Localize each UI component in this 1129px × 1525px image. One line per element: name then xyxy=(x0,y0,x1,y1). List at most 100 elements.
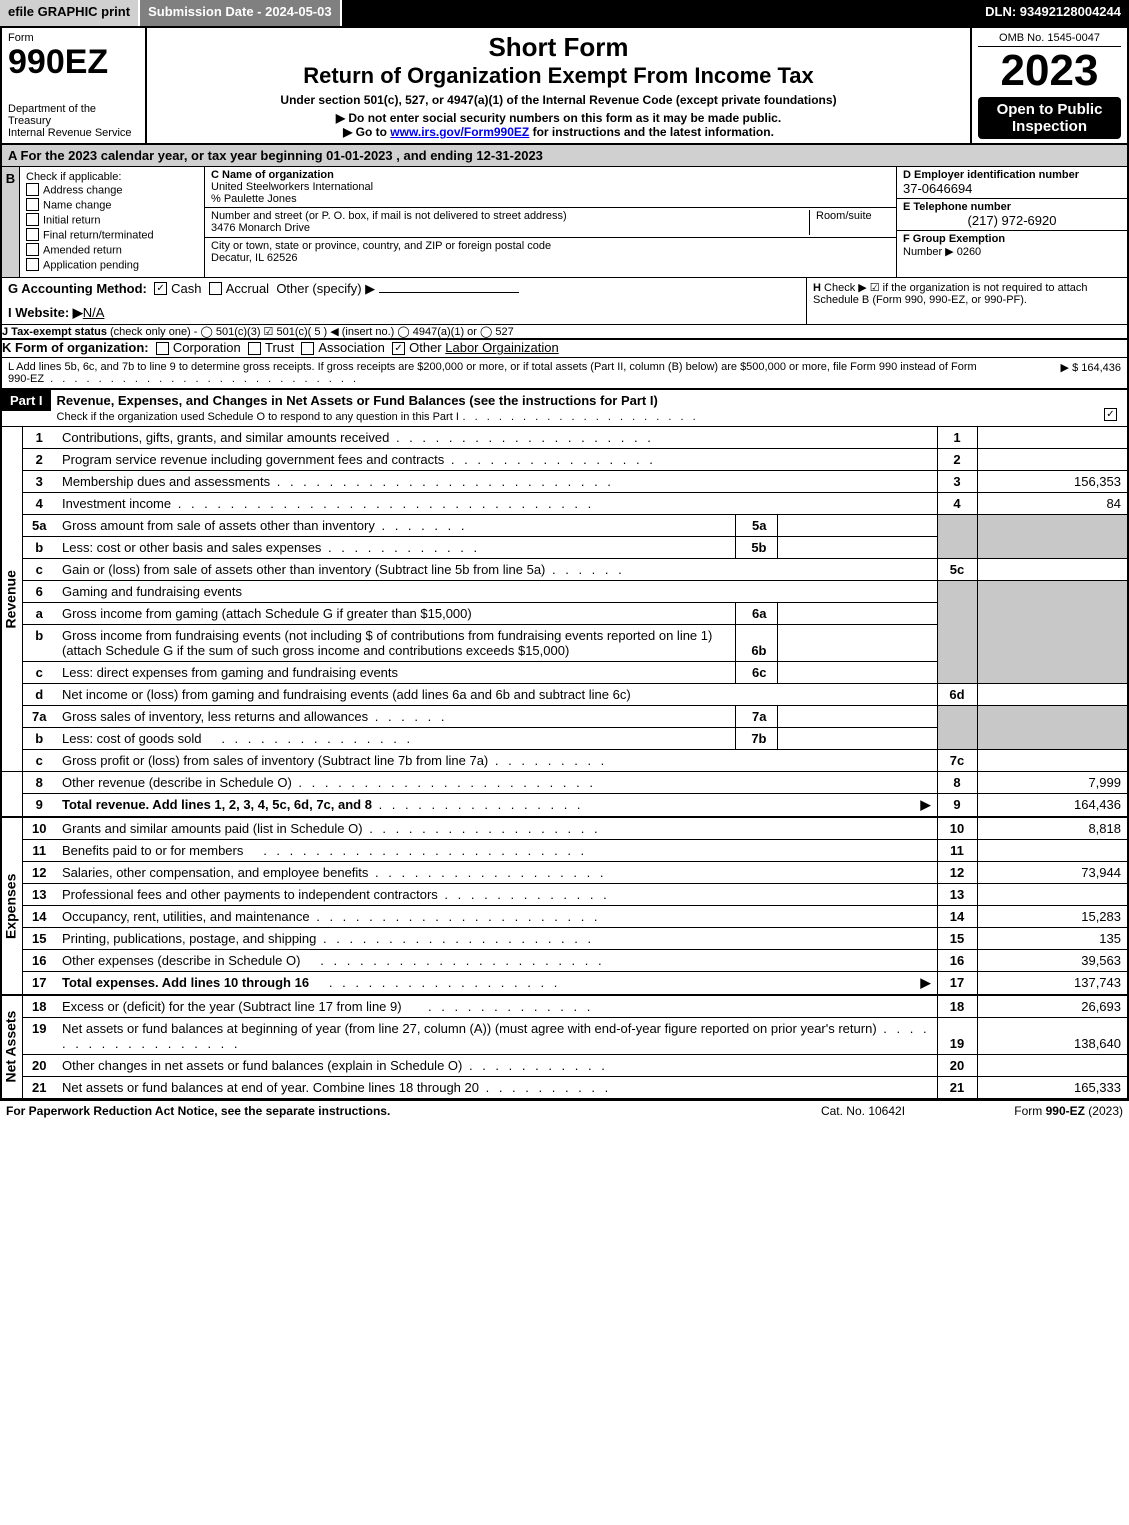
subtitle: Under section 501(c), 527, or 4947(a)(1)… xyxy=(153,93,964,107)
rcol: 9 xyxy=(937,793,977,817)
amt: 156,353 xyxy=(977,470,1127,492)
part1-table: Revenue 1 Contributions, gifts, grants, a… xyxy=(2,427,1127,1099)
chk-pending[interactable] xyxy=(26,258,39,271)
chk-other-org[interactable]: ✓ xyxy=(392,342,405,355)
form-990ez: Form 990EZ Department of the Treasury In… xyxy=(0,26,1129,1101)
rt: Contributions, gifts, grants, and simila… xyxy=(62,430,389,445)
sn: 6c xyxy=(735,661,777,683)
j-text: (check only one) - ◯ 501(c)(3) ☑ 501(c)(… xyxy=(110,326,514,338)
rn: c xyxy=(22,558,56,580)
chk-sched-o[interactable]: ✓ xyxy=(1104,408,1117,421)
rn: 14 xyxy=(22,905,56,927)
rcol: 4 xyxy=(937,492,977,514)
form-number: 990EZ xyxy=(8,44,139,81)
city: Decatur, IL 62526 xyxy=(211,252,890,264)
lbl-amended: Amended return xyxy=(43,245,122,257)
rn: c xyxy=(22,661,56,683)
section-revenue: Revenue xyxy=(2,427,22,772)
i-label: I Website: ▶ xyxy=(8,305,83,320)
rt: Other expenses (describe in Schedule O) xyxy=(62,953,300,968)
rcol: 10 xyxy=(937,817,977,840)
chk-address[interactable] xyxy=(26,183,39,196)
amt: 15,283 xyxy=(977,905,1127,927)
rcol: 15 xyxy=(937,927,977,949)
omb: OMB No. 1545-0047 xyxy=(978,32,1121,47)
efile-print[interactable]: efile GRAPHIC print xyxy=(0,0,140,26)
rt: Salaries, other compensation, and employ… xyxy=(62,865,368,880)
rcol: 8 xyxy=(937,771,977,793)
open-public-inspection: Open to Public Inspection xyxy=(978,97,1121,139)
submission-date: Submission Date - 2024-05-03 xyxy=(140,0,342,26)
section-b-label: B xyxy=(2,167,20,277)
amt xyxy=(977,883,1127,905)
rcol: 6d xyxy=(937,683,977,705)
chk-name[interactable] xyxy=(26,198,39,211)
part1-sub: Check if the organization used Schedule … xyxy=(57,411,459,423)
chk-assoc[interactable] xyxy=(301,342,314,355)
street-label: Number and street (or P. O. box, if mail… xyxy=(211,210,803,222)
section-expenses: Expenses xyxy=(2,817,22,995)
amt xyxy=(977,448,1127,470)
rn: b xyxy=(22,727,56,749)
rcol: 11 xyxy=(937,839,977,861)
amt: 7,999 xyxy=(977,771,1127,793)
city-label: City or town, state or province, country… xyxy=(211,240,890,252)
rcol: 16 xyxy=(937,949,977,971)
chk-final[interactable] xyxy=(26,228,39,241)
lbl-name: Name change xyxy=(43,200,112,212)
rn: 9 xyxy=(22,793,56,817)
rt: Membership dues and assessments xyxy=(62,474,270,489)
rt: Professional fees and other payments to … xyxy=(62,887,438,902)
chk-corp[interactable] xyxy=(156,342,169,355)
rt: Gross amount from sale of assets other t… xyxy=(62,518,375,533)
chk-trust[interactable] xyxy=(248,342,261,355)
amt xyxy=(977,1054,1127,1076)
irs-link[interactable]: www.irs.gov/Form990EZ xyxy=(390,125,529,139)
sn: 7a xyxy=(735,705,777,727)
lbl-pending: Application pending xyxy=(43,260,139,272)
rn: 2 xyxy=(22,448,56,470)
chk-cash[interactable]: ✓ xyxy=(154,282,167,295)
rcol: 7c xyxy=(937,749,977,771)
rn: 11 xyxy=(22,839,56,861)
rcol: 1 xyxy=(937,427,977,449)
chk-initial[interactable] xyxy=(26,213,39,226)
lbl-other-org: Other xyxy=(409,340,442,355)
rt: Occupancy, rent, utilities, and maintena… xyxy=(62,909,310,924)
amt: 165,333 xyxy=(977,1076,1127,1098)
rt: Net income or (loss) from gaming and fun… xyxy=(56,683,937,705)
note-ssn: ▶ Do not enter social security numbers o… xyxy=(153,111,964,125)
rt: Less: cost or other basis and sales expe… xyxy=(62,540,321,555)
chk-amended[interactable] xyxy=(26,243,39,256)
amt xyxy=(977,683,1127,705)
lbl-corp: Corporation xyxy=(173,340,241,355)
amt xyxy=(977,427,1127,449)
rt: Net assets or fund balances at end of ye… xyxy=(62,1080,479,1095)
rn: 10 xyxy=(22,817,56,840)
rt: Total expenses. Add lines 10 through 16 xyxy=(62,975,309,990)
amt: 26,693 xyxy=(977,995,1127,1018)
l-amount: ▶ $ 164,436 xyxy=(1001,361,1121,385)
rt: Grants and similar amounts paid (list in… xyxy=(62,821,363,836)
rn: 4 xyxy=(22,492,56,514)
amt: 135 xyxy=(977,927,1127,949)
rt: Gain or (loss) from sale of assets other… xyxy=(62,562,545,577)
rn: c xyxy=(22,749,56,771)
lbl-cash: Cash xyxy=(171,281,201,296)
part1-title: Revenue, Expenses, and Changes in Net As… xyxy=(57,393,658,408)
f-label: F Group Exemption xyxy=(903,233,1005,245)
sn: 6b xyxy=(735,624,777,661)
rt: Total revenue. Add lines 1, 2, 3, 4, 5c,… xyxy=(62,797,372,812)
rcol: 17 xyxy=(937,971,977,995)
chk-accrual[interactable] xyxy=(209,282,222,295)
dept: Department of the Treasury xyxy=(8,103,139,127)
amt: 164,436 xyxy=(977,793,1127,817)
rn: 1 xyxy=(22,427,56,449)
sn: 5b xyxy=(735,536,777,558)
org-name: United Steelworkers International xyxy=(211,181,890,193)
sn: 6a xyxy=(735,602,777,624)
rt: Gross sales of inventory, less returns a… xyxy=(62,709,368,724)
line-a: A For the 2023 calendar year, or tax yea… xyxy=(2,145,1127,167)
group-exemption: 0260 xyxy=(957,246,981,258)
lbl-final: Final return/terminated xyxy=(43,230,154,242)
